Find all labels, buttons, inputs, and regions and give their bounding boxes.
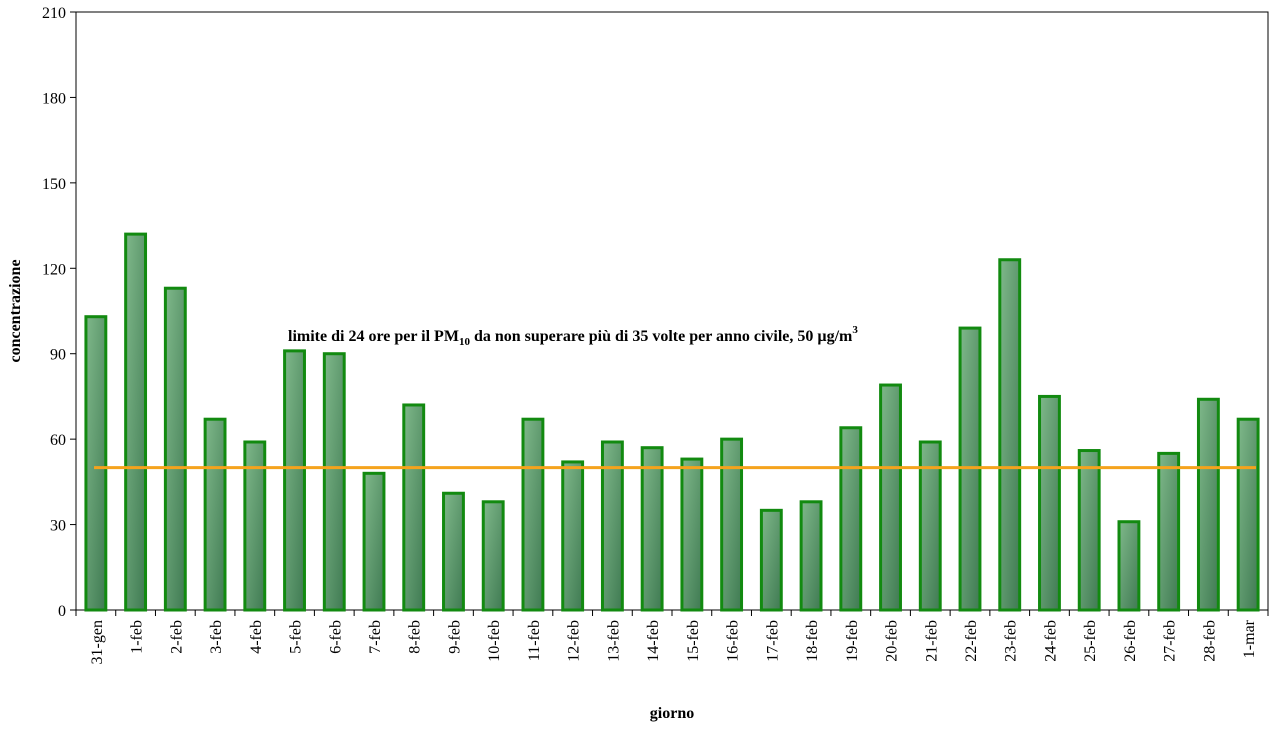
y-tick-label: 210 <box>42 5 66 22</box>
x-tick-label: 28-feb <box>1201 620 1218 662</box>
bar <box>163 286 187 612</box>
x-tick-label: 21-feb <box>923 620 940 662</box>
bar <box>799 500 823 612</box>
x-tick-label: 18-feb <box>804 620 821 662</box>
x-tick-label: 12-feb <box>566 620 583 662</box>
x-tick-label: 7-feb <box>367 620 384 654</box>
bar <box>1157 451 1181 612</box>
x-tick-label: 24-feb <box>1042 620 1059 662</box>
x-tick-label: 10-feb <box>486 620 503 662</box>
y-tick-label: 90 <box>50 347 66 364</box>
x-tick-label: 2-feb <box>168 620 185 654</box>
bar <box>918 440 942 612</box>
bar <box>839 426 863 612</box>
x-tick-label: 20-feb <box>884 620 901 662</box>
y-tick-label: 30 <box>50 518 66 535</box>
bar <box>680 457 704 612</box>
bar <box>402 403 426 612</box>
y-tick-label: 150 <box>42 176 66 193</box>
y-tick-label: 120 <box>42 261 66 278</box>
x-tick-label: 15-feb <box>685 620 702 662</box>
y-tick-label: 0 <box>58 603 66 620</box>
bar <box>1196 397 1220 612</box>
annotation: limite di 24 ore per il PM10 da non supe… <box>288 324 858 348</box>
bar <box>998 258 1022 612</box>
x-tick-label: 9-feb <box>446 620 463 654</box>
x-tick-label: 23-feb <box>1003 620 1020 662</box>
bar <box>203 417 227 612</box>
x-tick-label: 19-feb <box>844 620 861 662</box>
x-tick-label: 8-feb <box>407 620 424 654</box>
bar <box>362 471 386 612</box>
x-tick-label: 4-feb <box>248 620 265 654</box>
bar <box>243 440 267 612</box>
x-tick-label: 31-gen <box>89 620 106 664</box>
annotation-superscript: 3 <box>852 324 858 336</box>
bar <box>84 315 108 612</box>
bar <box>1077 449 1101 612</box>
bar <box>1117 520 1141 612</box>
x-tick-label: 27-feb <box>1162 620 1179 662</box>
bar <box>640 446 664 612</box>
bar <box>1236 417 1260 612</box>
x-tick-label: 13-feb <box>605 620 622 662</box>
x-axis-label: giorno <box>650 705 694 722</box>
bar <box>1038 394 1061 612</box>
x-tick-label: 11-feb <box>526 620 543 661</box>
bar <box>561 460 585 612</box>
y-tick-label: 60 <box>50 432 66 449</box>
y-tick-label: 180 <box>42 90 66 107</box>
bar <box>720 437 744 612</box>
annotation-subscript: 10 <box>459 336 471 348</box>
bar <box>442 491 465 612</box>
x-tick-label: 22-feb <box>963 620 980 662</box>
bar <box>322 352 346 612</box>
x-tick-label: 6-feb <box>327 620 344 654</box>
bar <box>124 232 148 612</box>
x-tick-label: 14-feb <box>645 620 662 662</box>
bar <box>879 383 902 612</box>
bar <box>283 349 306 612</box>
x-tick-label: 26-feb <box>1122 620 1139 662</box>
x-tick-label: 17-feb <box>764 620 781 662</box>
x-tick-label: 3-feb <box>208 620 225 654</box>
annotation-text: limite di 24 ore per il PM <box>288 328 459 345</box>
bar <box>759 508 783 612</box>
bar <box>481 500 505 612</box>
x-tick-label: 25-feb <box>1082 620 1099 662</box>
x-tick-label: 1-mar <box>1241 619 1258 658</box>
annotation-text: da non superare più di 35 volte per anno… <box>470 328 853 345</box>
x-tick-label: 1-feb <box>129 620 146 654</box>
bar <box>521 417 545 612</box>
bar <box>600 440 624 612</box>
x-tick-label: 16-feb <box>725 620 742 662</box>
y-axis-label: concentrazione <box>7 259 24 362</box>
x-tick-label: 5-feb <box>288 620 305 654</box>
